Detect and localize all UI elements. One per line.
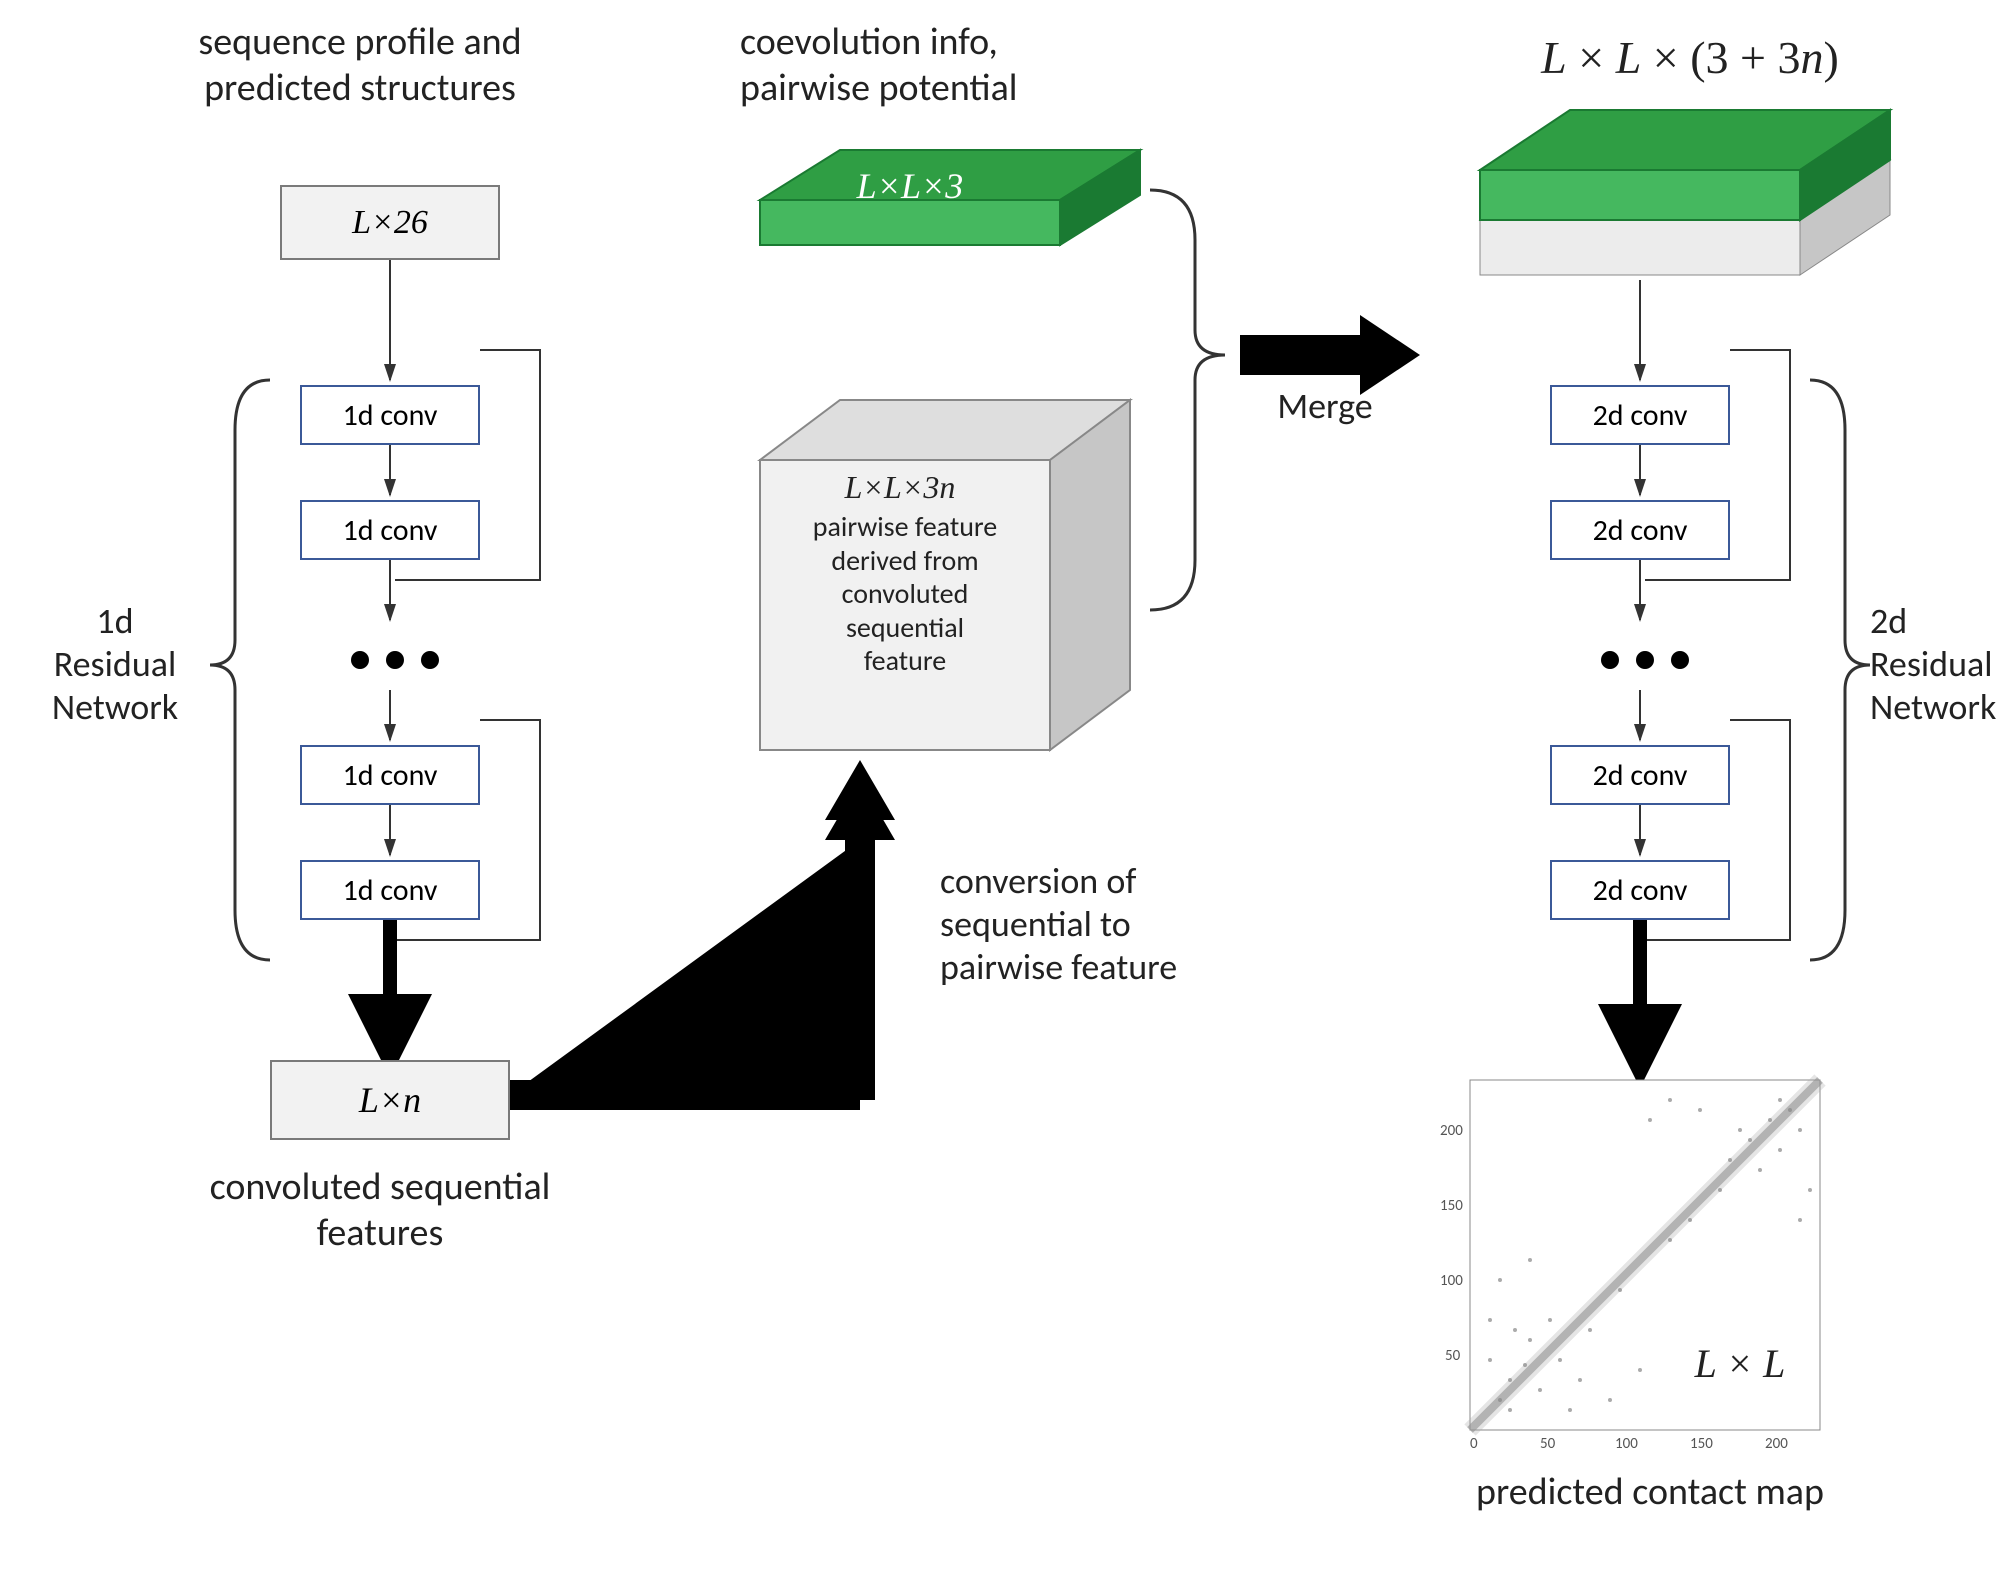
- conv1d-1: 1d conv: [300, 385, 480, 445]
- label-LL: L × L: [1680, 1340, 1800, 1388]
- label-top-left: sequence profile andpredicted structures: [150, 20, 570, 111]
- label-cube-text: pairwise featurederived fromconvolutedse…: [770, 510, 1040, 678]
- svg-text:50: 50: [1445, 1347, 1461, 1365]
- conv2d-1: 2d conv: [1550, 385, 1730, 445]
- contact-map: 0 50 100 150 200 50 100 150 200: [1440, 1080, 1820, 1453]
- box-Ln: L×n: [270, 1060, 510, 1140]
- svg-text:50: 50: [1540, 1435, 1556, 1453]
- label-cube-math: L×L×3n: [790, 468, 1010, 506]
- conv1d-3: 1d conv: [300, 745, 480, 805]
- svg-text:150: 150: [1690, 1435, 1713, 1453]
- conv2d-2: 2d conv: [1550, 500, 1730, 560]
- svg-text:150: 150: [1440, 1197, 1463, 1215]
- label-output: predicted contact map: [1440, 1470, 1860, 1516]
- slab-right: [1480, 110, 1890, 275]
- svg-text:200: 200: [1765, 1435, 1788, 1453]
- conv2d-4: 2d conv: [1550, 860, 1730, 920]
- label-convoluted: convoluted sequentialfeatures: [170, 1165, 590, 1256]
- box-L26: L×26: [280, 185, 500, 260]
- label-resnet1d: 1dResidualNetwork: [30, 600, 200, 730]
- label-slab-LL3: L×L×3: [800, 165, 1020, 208]
- label-resnet2d: 2dResidualNetwork: [1870, 600, 2000, 730]
- svg-text:100: 100: [1615, 1435, 1638, 1453]
- conv2d-3: 2d conv: [1550, 745, 1730, 805]
- svg-text:0: 0: [1470, 1435, 1478, 1453]
- label-merge: Merge: [1255, 385, 1395, 428]
- svg-text:100: 100: [1440, 1272, 1463, 1290]
- label-conversion: conversion ofsequential topairwise featu…: [940, 860, 1240, 990]
- svg-text:200: 200: [1440, 1122, 1463, 1140]
- conv1d-2: 1d conv: [300, 500, 480, 560]
- label-top-mid: coevolution info,pairwise potential: [740, 20, 1100, 111]
- label-top-right-math: L × L × (3 + 3n): [1470, 30, 1910, 85]
- conv1d-4: 1d conv: [300, 860, 480, 920]
